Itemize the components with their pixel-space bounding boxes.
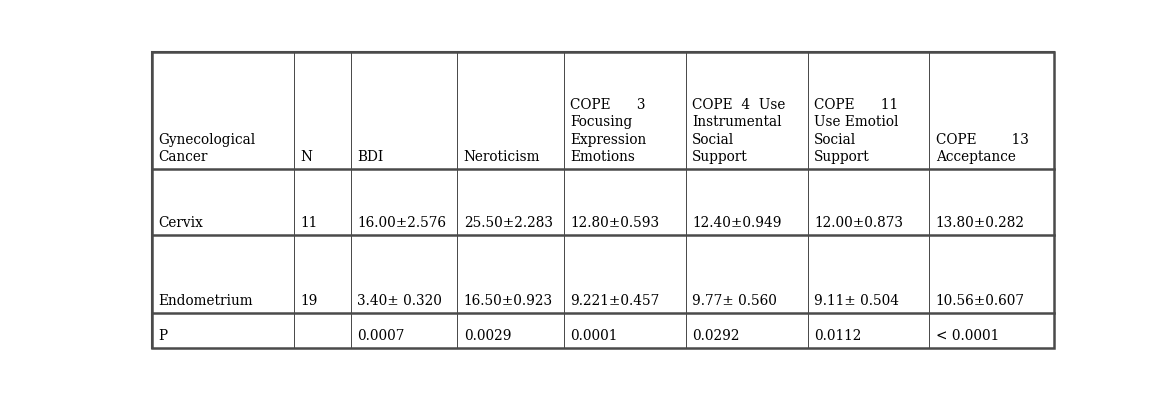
Text: 12.40±0.949: 12.40±0.949 bbox=[693, 217, 782, 230]
Text: 9.11± 0.504: 9.11± 0.504 bbox=[814, 294, 898, 308]
Text: 11: 11 bbox=[301, 217, 318, 230]
Bar bbox=[457, 169, 564, 235]
Text: 12.80±0.593: 12.80±0.593 bbox=[570, 217, 660, 230]
Bar bbox=[457, 235, 564, 313]
Bar bbox=[152, 235, 294, 313]
Bar bbox=[457, 52, 564, 169]
Bar bbox=[350, 313, 457, 348]
Text: 12.00±0.873: 12.00±0.873 bbox=[814, 217, 903, 230]
Text: 19: 19 bbox=[301, 294, 318, 308]
Text: COPE  4  Use
Instrumental
Social
Support: COPE 4 Use Instrumental Social Support bbox=[693, 98, 786, 164]
Bar bbox=[929, 235, 1054, 313]
Bar bbox=[686, 235, 808, 313]
Text: 0.0029: 0.0029 bbox=[463, 329, 512, 343]
Text: 10.56±0.607: 10.56±0.607 bbox=[936, 294, 1024, 308]
Bar bbox=[686, 52, 808, 169]
Bar bbox=[808, 169, 929, 235]
Text: BDI: BDI bbox=[358, 150, 383, 164]
Bar bbox=[152, 52, 294, 169]
Bar bbox=[457, 313, 564, 348]
Text: 16.00±2.576: 16.00±2.576 bbox=[358, 217, 447, 230]
Text: Cervix: Cervix bbox=[158, 217, 202, 230]
Text: P: P bbox=[158, 329, 167, 343]
Bar bbox=[564, 313, 686, 348]
Bar bbox=[350, 169, 457, 235]
Bar bbox=[686, 313, 808, 348]
Bar bbox=[929, 313, 1054, 348]
Text: 0.0001: 0.0001 bbox=[570, 329, 617, 343]
Text: 9.77± 0.560: 9.77± 0.560 bbox=[693, 294, 777, 308]
Text: 25.50±2.283: 25.50±2.283 bbox=[463, 217, 553, 230]
Bar bbox=[929, 52, 1054, 169]
Text: N: N bbox=[301, 150, 313, 164]
Text: 0.0292: 0.0292 bbox=[693, 329, 740, 343]
Bar bbox=[294, 235, 350, 313]
Text: COPE      11
Use Emotiol
Social
Support: COPE 11 Use Emotiol Social Support bbox=[814, 98, 898, 164]
Bar bbox=[564, 52, 686, 169]
Text: 13.80±0.282: 13.80±0.282 bbox=[936, 217, 1024, 230]
Text: < 0.0001: < 0.0001 bbox=[936, 329, 998, 343]
Bar bbox=[929, 169, 1054, 235]
Text: COPE        13
Acceptance: COPE 13 Acceptance bbox=[936, 133, 1029, 164]
Bar bbox=[564, 169, 686, 235]
Text: Endometrium: Endometrium bbox=[158, 294, 253, 308]
Text: 9.221±0.457: 9.221±0.457 bbox=[570, 294, 660, 308]
Text: 16.50±0.923: 16.50±0.923 bbox=[463, 294, 553, 308]
Bar bbox=[294, 313, 350, 348]
Text: Neroticism: Neroticism bbox=[463, 150, 540, 164]
Bar bbox=[564, 235, 686, 313]
Bar bbox=[808, 313, 929, 348]
Bar bbox=[808, 235, 929, 313]
Text: COPE      3
Focusing
Expression
Emotions: COPE 3 Focusing Expression Emotions bbox=[570, 98, 647, 164]
Bar bbox=[152, 313, 294, 348]
Bar bbox=[294, 169, 350, 235]
Bar bbox=[350, 52, 457, 169]
Bar bbox=[350, 235, 457, 313]
Bar bbox=[152, 169, 294, 235]
Text: 3.40± 0.320: 3.40± 0.320 bbox=[358, 294, 442, 308]
Bar bbox=[808, 52, 929, 169]
Text: 0.0112: 0.0112 bbox=[814, 329, 861, 343]
Text: 0.0007: 0.0007 bbox=[358, 329, 405, 343]
Bar bbox=[686, 169, 808, 235]
Bar bbox=[294, 52, 350, 169]
Text: Gynecological
Cancer: Gynecological Cancer bbox=[158, 133, 255, 164]
